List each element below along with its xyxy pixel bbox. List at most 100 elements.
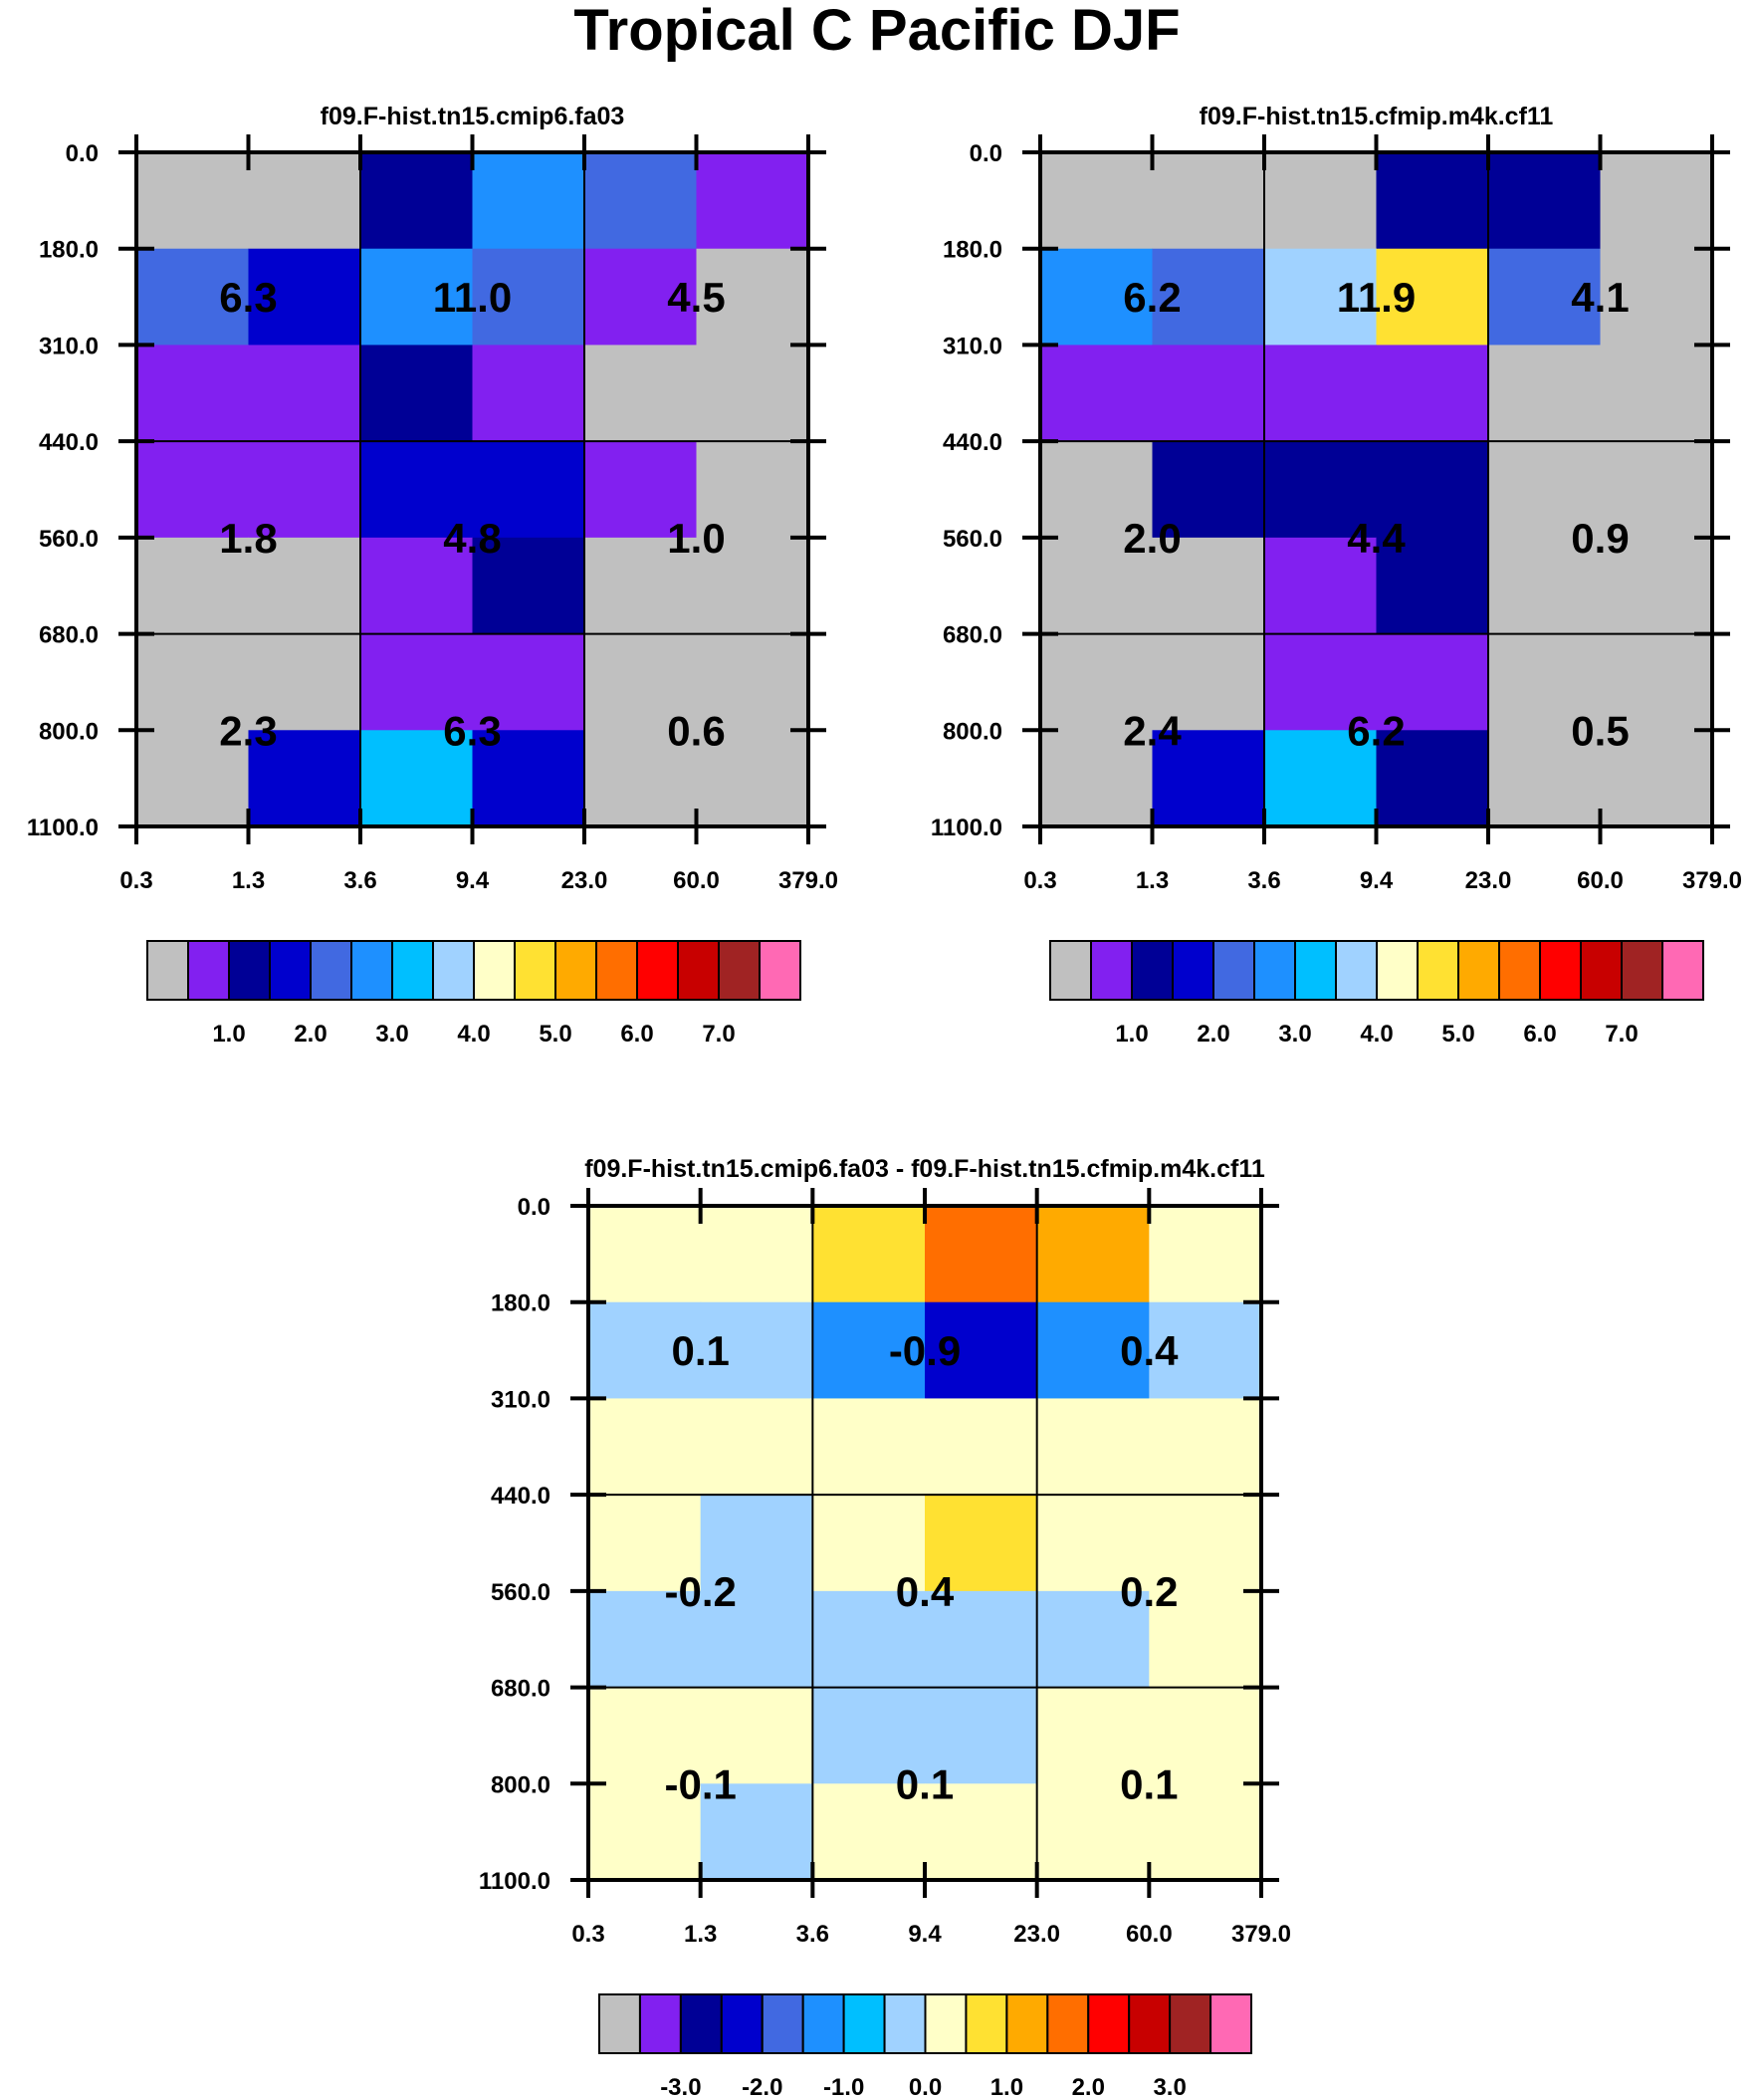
- heatmap-cell: [1149, 1590, 1262, 1689]
- colorbar-box: [228, 940, 271, 1001]
- heatmap-cell: [360, 537, 473, 635]
- heatmap-cell: [472, 248, 585, 346]
- y-tick-label: 800.0: [943, 718, 1002, 745]
- colorbar-box: [801, 1993, 845, 2054]
- heatmap-cell: [136, 441, 249, 539]
- heatmap-cell: [1036, 1687, 1150, 1784]
- heatmap-cell: [136, 152, 249, 250]
- heatmap-cell: [472, 633, 585, 731]
- heatmap-cell: [1152, 537, 1265, 635]
- colorbar-box: [1457, 940, 1500, 1001]
- colorbar-label: 1.0: [990, 2074, 1023, 2100]
- y-tick-label: 180.0: [39, 237, 99, 264]
- y-tick-label: 0.0: [970, 140, 1002, 167]
- heatmap-cell: [812, 1206, 926, 1303]
- y-tick-label: 440.0: [491, 1483, 550, 1510]
- heatmap-cell: [1040, 441, 1153, 539]
- heatmap-cell: [584, 537, 697, 635]
- heatmap-cell: [1376, 345, 1489, 442]
- heatmap-cell: [1600, 633, 1713, 731]
- heatmap-cell: [584, 633, 697, 731]
- heatmap-cell: [588, 1687, 702, 1784]
- heatmap-cell: [700, 1206, 813, 1303]
- colorbar-box: [595, 940, 638, 1001]
- data-label: 4.4: [1347, 515, 1406, 562]
- colorbar-box: [1172, 940, 1214, 1001]
- colorbar-box: [759, 940, 801, 1001]
- heatmap-cell: [925, 1301, 1038, 1399]
- x-tick-label: 3.6: [343, 867, 376, 894]
- colorbar-box: [636, 940, 679, 1001]
- x-tick-label: 9.4: [1360, 867, 1394, 894]
- heatmap-cell: [925, 1495, 1038, 1592]
- panel-title: f09.F-hist.tn15.cmip6.fa03 - f09.F-hist.…: [584, 1155, 1265, 1183]
- x-tick-label: 60.0: [1577, 867, 1624, 894]
- colorbar-box: [146, 940, 189, 1001]
- colorbar-label: 3.0: [1278, 1021, 1311, 1048]
- heatmap-cell: [700, 1783, 813, 1881]
- heatmap-cell: [360, 248, 473, 346]
- heatmap-cell: [248, 248, 361, 346]
- heatmap-cell: [1040, 248, 1153, 346]
- x-tick-label: 1.3: [232, 867, 265, 894]
- colorbar-label: 1.0: [1115, 1021, 1148, 1048]
- heatmap-cell: [1264, 441, 1377, 539]
- x-tick-label: 3.6: [1247, 867, 1280, 894]
- heatmap-cell: [248, 152, 361, 250]
- heatmap-cell: [812, 1687, 926, 1784]
- heatmap-cell: [588, 1206, 702, 1303]
- colorbar-box: [473, 940, 516, 1001]
- heatmap-cell: [925, 1590, 1038, 1689]
- colorbar-label: 6.0: [1523, 1021, 1556, 1048]
- heatmap-cell: [1040, 345, 1153, 442]
- heatmap-cell: [360, 345, 473, 442]
- colorbar-box: [554, 940, 597, 1001]
- heatmap-cell: [696, 152, 809, 250]
- heatmap-cell: [1376, 441, 1489, 539]
- heatmap-cell: [1152, 152, 1265, 250]
- x-tick-label: 379.0: [778, 867, 838, 894]
- heatmap-cell: [1488, 441, 1601, 539]
- y-tick-label: 680.0: [39, 622, 99, 649]
- colorbar-label: 4.0: [457, 1021, 490, 1048]
- data-label: -0.2: [664, 1568, 736, 1615]
- heatmap-cell: [1040, 152, 1153, 250]
- heatmap-cell: [1149, 1301, 1262, 1399]
- heatmap-cell: [696, 537, 809, 635]
- x-tick-label: 9.4: [908, 1921, 942, 1948]
- colorbar-box: [1376, 940, 1419, 1001]
- data-label: 1.8: [219, 515, 277, 562]
- colorbar-label: 3.0: [1153, 2074, 1186, 2100]
- data-label: 4.8: [443, 515, 501, 562]
- y-tick-label: 560.0: [39, 526, 99, 553]
- x-tick-label: 23.0: [1013, 1921, 1060, 1948]
- colorbar-box: [269, 940, 312, 1001]
- heatmap-cell: [1488, 152, 1601, 250]
- colorbar-box: [720, 1993, 764, 2054]
- heatmap-cell: [1600, 345, 1713, 442]
- heatmap-cell: [1152, 633, 1265, 731]
- heatmap-cell: [584, 730, 697, 827]
- colorbar-box: [1661, 940, 1704, 1001]
- x-tick-label: 1.3: [684, 1921, 717, 1948]
- heatmap-cell: [588, 1301, 702, 1399]
- y-tick-label: 800.0: [39, 718, 99, 745]
- heatmap-cell: [588, 1590, 702, 1689]
- heatmap-cell: [1488, 537, 1601, 635]
- heatmap-cell: [696, 441, 809, 539]
- colorbar-label: 3.0: [375, 1021, 408, 1048]
- colorbar-box: [1090, 940, 1133, 1001]
- colorbar-box: [718, 940, 761, 1001]
- heatmap-cell: [248, 441, 361, 539]
- heatmap-cell: [1036, 1495, 1150, 1592]
- y-tick-label: 180.0: [491, 1290, 550, 1317]
- heatmap-cell: [700, 1687, 813, 1784]
- y-tick-label: 310.0: [491, 1386, 550, 1413]
- colorbar-box: [1169, 1993, 1212, 2054]
- heatmap-cell: [1600, 730, 1713, 827]
- heatmap-cell: [136, 345, 249, 442]
- colorbar-box: [1294, 940, 1337, 1001]
- colorbar-label: 4.0: [1360, 1021, 1393, 1048]
- heatmap-cell: [1152, 345, 1265, 442]
- heatmap-cell: [1264, 152, 1377, 250]
